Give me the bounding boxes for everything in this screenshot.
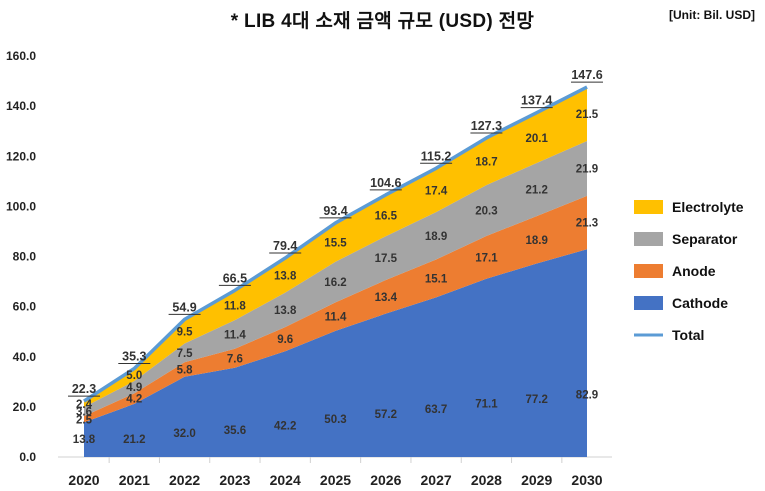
legend-label-separator: Separator <box>672 231 738 247</box>
data-label-anode: 7.6 <box>227 353 243 365</box>
data-label-anode: 15.1 <box>425 273 448 285</box>
data-label-electrolyte: 5.0 <box>126 370 142 382</box>
data-label-cathode: 57.2 <box>375 409 397 421</box>
data-label-anode: 4.2 <box>126 394 142 406</box>
data-label-anode: 11.4 <box>325 312 347 324</box>
y-tick-label: 140.0 <box>6 99 36 113</box>
total-label: 54.9 <box>172 300 196 314</box>
y-tick-label: 120.0 <box>6 149 36 163</box>
x-tick-label: 2030 <box>571 472 602 488</box>
data-label-anode: 21.3 <box>576 218 598 230</box>
data-label-separator: 7.5 <box>177 348 194 360</box>
legend-label-cathode: Cathode <box>672 295 728 311</box>
legend-swatch-electrolyte <box>634 200 663 214</box>
data-label-anode: 13.4 <box>375 292 398 304</box>
unit-label: [Unit: Bil. USD] <box>669 8 755 22</box>
data-label-cathode: 35.6 <box>224 425 246 437</box>
x-tick-label: 2029 <box>521 472 552 488</box>
data-label-electrolyte: 11.8 <box>224 300 246 312</box>
area-anode <box>84 195 587 423</box>
data-label-electrolyte: 2.4 <box>76 399 93 411</box>
data-label-electrolyte: 20.1 <box>526 133 549 145</box>
data-label-separator: 17.5 <box>375 253 398 265</box>
data-label-electrolyte: 9.5 <box>177 327 194 339</box>
data-label-anode: 5.8 <box>177 365 194 377</box>
data-label-separator: 21.9 <box>576 163 598 175</box>
data-label-cathode: 50.3 <box>324 414 346 426</box>
total-label: 137.4 <box>521 94 552 108</box>
y-tick-label: 160.0 <box>6 49 36 63</box>
data-label-cathode: 32.0 <box>173 428 195 440</box>
total-line <box>83 85 588 403</box>
data-label-separator: 3.6 <box>76 407 92 419</box>
data-label-electrolyte: 18.7 <box>475 157 497 169</box>
data-label-cathode: 71.1 <box>475 399 498 411</box>
total-label: 115.2 <box>421 149 452 163</box>
x-tick-label: 2026 <box>370 472 401 488</box>
data-label-separator: 21.2 <box>526 185 548 197</box>
data-label-electrolyte: 15.5 <box>324 237 347 249</box>
x-tick-label: 2024 <box>270 472 301 488</box>
data-label-anode: 2.5 <box>76 414 93 426</box>
legend: Electrolyte Separator Anode Cathode Total <box>634 199 744 343</box>
data-label-cathode: 77.2 <box>526 394 548 406</box>
x-tick-label: 2025 <box>320 472 351 488</box>
total-label: 147.6 <box>571 68 602 82</box>
data-label-separator: 18.9 <box>425 231 447 243</box>
total-label: 79.4 <box>273 239 297 253</box>
legend-swatch-anode <box>634 264 663 278</box>
legend-label-electrolyte: Electrolyte <box>672 199 744 215</box>
area-layer <box>84 87 587 457</box>
data-label-cathode: 63.7 <box>425 404 447 416</box>
area-cathode <box>84 249 587 457</box>
data-label-electrolyte: 16.5 <box>375 211 398 223</box>
total-label: 127.3 <box>471 119 502 133</box>
legend-swatch-cathode <box>634 296 663 310</box>
area-electrolyte <box>84 87 587 408</box>
data-label-electrolyte: 13.8 <box>274 270 297 282</box>
data-label-separator: 4.9 <box>126 382 142 394</box>
data-label-anode: 17.1 <box>475 252 498 264</box>
y-tick-label: 60.0 <box>13 300 37 314</box>
data-label-electrolyte: 21.5 <box>576 109 599 121</box>
area-separator <box>84 140 587 417</box>
data-label-separator: 16.2 <box>324 277 346 289</box>
total-label: 22.3 <box>72 382 96 396</box>
x-tick-label: 2027 <box>421 472 452 488</box>
x-tick-label: 2023 <box>219 472 250 488</box>
y-tick-label: 100.0 <box>6 199 36 213</box>
data-label-cathode: 21.2 <box>123 434 145 446</box>
total-label: 93.4 <box>323 204 347 218</box>
total-label: 104.6 <box>370 176 401 190</box>
x-tick-label: 2020 <box>68 472 99 488</box>
chart-title: * LIB 4대 소재 금액 규모 (USD) 전망 <box>230 11 535 32</box>
x-tick-label: 2028 <box>471 472 502 488</box>
axis-layer: 0.0 20.0 40.0 60.0 80.0 100.0 120.0 140.0 160.0 2… <box>6 49 612 488</box>
y-tick-label: 20.0 <box>13 400 37 414</box>
data-label-anode: 18.9 <box>526 235 548 247</box>
y-tick-label: 80.0 <box>13 250 37 264</box>
legend-label-total: Total <box>672 327 704 343</box>
y-tick-label: 0.0 <box>19 450 36 464</box>
data-label-anode: 9.6 <box>277 334 293 346</box>
data-label-cathode: 42.2 <box>274 420 296 432</box>
line-layer <box>83 85 588 403</box>
data-label-electrolyte: 17.4 <box>425 185 448 197</box>
legend-swatch-separator <box>634 232 663 246</box>
x-tick-label: 2021 <box>119 472 150 488</box>
total-label: 35.3 <box>122 350 146 364</box>
data-label-separator: 20.3 <box>475 206 497 218</box>
total-label: 66.5 <box>223 271 247 285</box>
legend-label-anode: Anode <box>672 263 716 279</box>
y-tick-label: 40.0 <box>13 350 37 364</box>
x-tick-label: 2022 <box>169 472 200 488</box>
data-label-cathode: 13.8 <box>73 434 96 446</box>
data-label-cathode: 82.9 <box>576 390 598 402</box>
data-label-separator: 11.4 <box>224 329 246 341</box>
label-layer: 13.8 21.2 32.0 35.6 42.2 50.3 57.2 63.7 71.1 77.2… <box>68 68 603 446</box>
data-label-separator: 13.8 <box>274 305 297 317</box>
